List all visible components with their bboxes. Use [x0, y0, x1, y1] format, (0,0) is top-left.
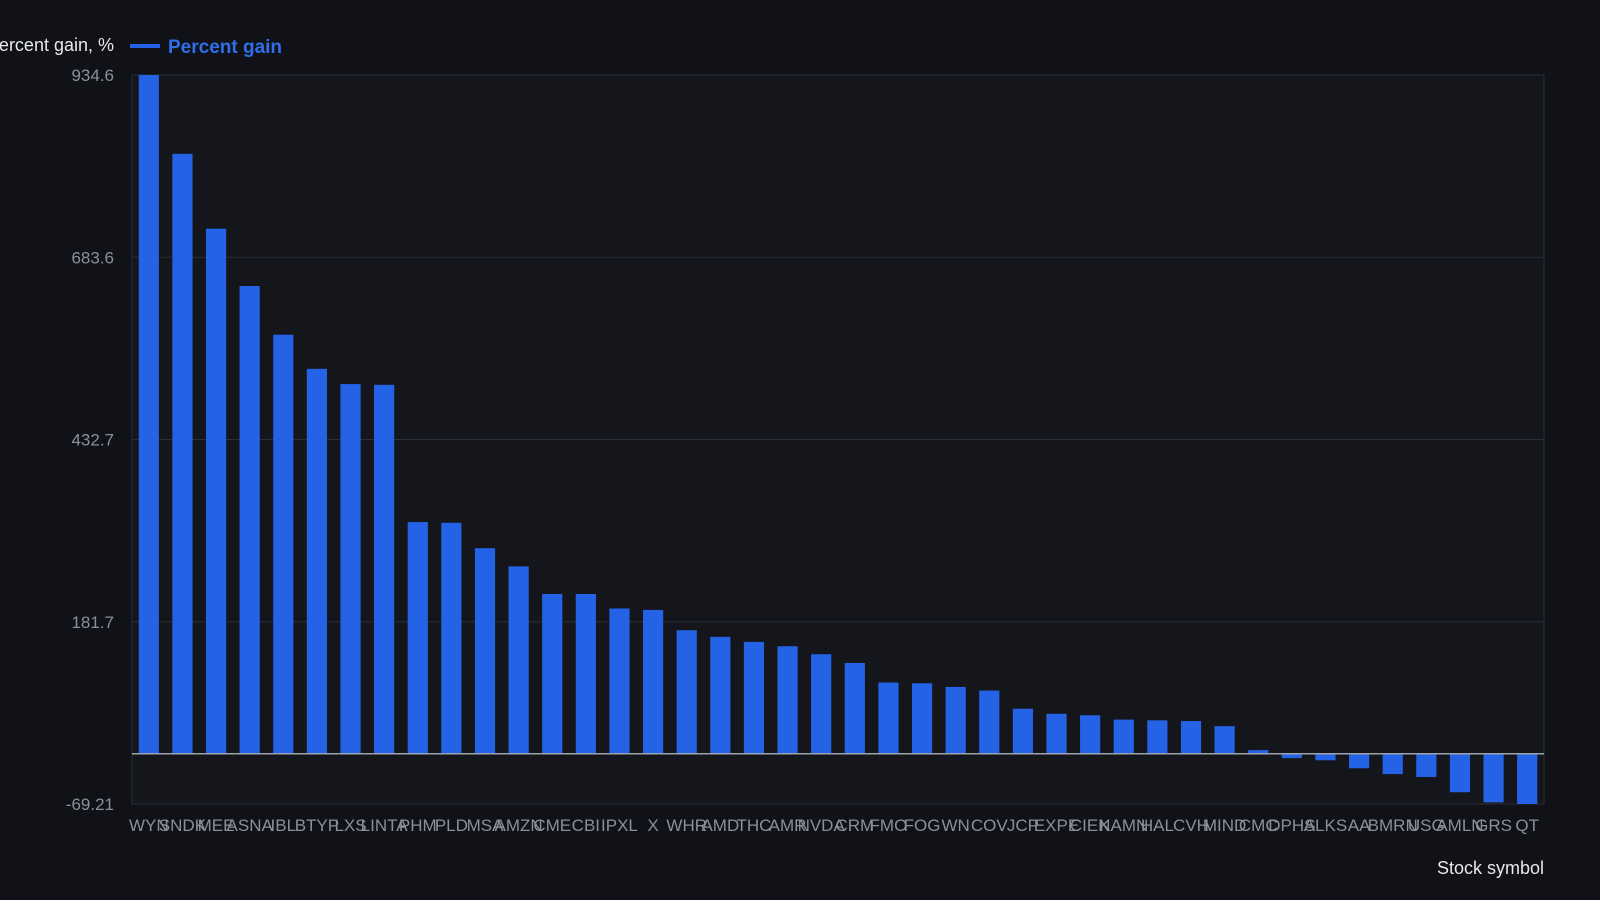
bar-sndk[interactable]	[172, 153, 193, 754]
y-tick-label: 432.7	[71, 430, 114, 449]
x-tick-label: BMRN	[1368, 816, 1418, 835]
bar-amr[interactable]	[777, 646, 798, 754]
x-tick-label: EXPE	[1034, 816, 1079, 835]
x-tick-label: QT	[1515, 816, 1539, 835]
bar-kamn[interactable]	[1113, 719, 1134, 754]
x-tick-label: JCP	[1007, 816, 1039, 835]
x-tick-label: ALKS	[1304, 816, 1347, 835]
x-tick-label: IBL	[271, 816, 297, 835]
y-tick-label: -69.21	[66, 795, 114, 814]
bar-aa[interactable]	[1349, 753, 1370, 769]
bar-amln[interactable]	[1449, 753, 1471, 793]
grid-lines	[132, 256, 1544, 623]
bar-lxs[interactable]	[340, 384, 361, 754]
x-tick-label: FOG	[904, 816, 941, 835]
bar-jcp[interactable]	[1012, 708, 1033, 754]
x-tick-label: MSA	[467, 816, 505, 835]
bar-bmrn[interactable]	[1382, 753, 1403, 775]
legend-label[interactable]: Percent gain	[168, 37, 282, 58]
y-axis-title: Percent gain, %	[0, 35, 114, 55]
x-tick-label: AMZN	[495, 816, 543, 835]
bar-pld[interactable]	[441, 522, 462, 754]
y-tick-label: 934.6	[71, 66, 114, 85]
bar-cme[interactable]	[542, 593, 563, 754]
bar-series	[138, 75, 1538, 804]
x-axis-ticks: WYNSNDKMEEASNAIBLBTYPLXSLINTAPHMPLDMSAAM…	[129, 816, 1539, 835]
bar-fmo[interactable]	[878, 682, 899, 754]
bar-usg[interactable]	[1416, 753, 1437, 777]
x-tick-label: GRS	[1475, 816, 1512, 835]
x-tick-label: USG	[1408, 816, 1445, 835]
bar-mind[interactable]	[1214, 726, 1235, 754]
bar-nvda[interactable]	[811, 654, 832, 754]
x-tick-label: LINTA	[361, 816, 409, 835]
bar-phm[interactable]	[407, 522, 428, 754]
bar-qt[interactable]	[1517, 753, 1538, 804]
y-tick-label: 181.7	[71, 613, 114, 632]
x-tick-label: LXS	[334, 816, 366, 835]
bar-mee[interactable]	[205, 228, 227, 754]
x-axis-title: Stock symbol	[1437, 858, 1544, 878]
x-tick-label: COV	[971, 816, 1009, 835]
bar-expe[interactable]	[1046, 713, 1067, 754]
x-tick-label: PHM	[399, 816, 437, 835]
x-tick-label: WN	[942, 816, 970, 835]
bar-btyp[interactable]	[306, 368, 327, 754]
bar-fog[interactable]	[911, 683, 933, 754]
bar-cov[interactable]	[979, 690, 1000, 754]
x-tick-label: IPXL	[601, 816, 638, 835]
y-tick-label: 683.6	[71, 248, 114, 267]
bar-amd[interactable]	[710, 636, 731, 754]
x-tick-label: AMLN	[1436, 816, 1483, 835]
x-tick-label: AA	[1348, 816, 1371, 835]
bar-amzn[interactable]	[508, 566, 529, 754]
x-tick-label: FMO	[870, 816, 908, 835]
x-tick-label: NVDA	[798, 816, 846, 835]
bar-crm[interactable]	[844, 662, 865, 754]
bar-linta[interactable]	[374, 384, 395, 754]
x-tick-label: X	[647, 816, 658, 835]
x-tick-label: BTYP	[295, 816, 339, 835]
x-tick-label: CMC	[1239, 816, 1278, 835]
x-tick-label: CRM	[835, 816, 874, 835]
bar-dphs[interactable]	[1281, 753, 1302, 759]
x-tick-label: AMD	[701, 816, 739, 835]
bar-cbi[interactable]	[575, 593, 596, 754]
x-tick-label: MEE	[198, 816, 235, 835]
bar-cien[interactable]	[1080, 715, 1101, 754]
bar-msa[interactable]	[474, 548, 496, 754]
x-tick-label: CME	[533, 816, 571, 835]
bar-cvh[interactable]	[1180, 721, 1202, 754]
bar-grs[interactable]	[1483, 753, 1504, 803]
x-tick-label: HAL	[1141, 816, 1174, 835]
x-tick-label: AMR	[769, 816, 807, 835]
bar-ibl[interactable]	[273, 334, 294, 754]
bar-thc[interactable]	[743, 641, 765, 754]
x-tick-label: CIEN	[1070, 816, 1111, 835]
x-tick-label: MIND	[1203, 816, 1246, 835]
x-tick-label: SNDK	[159, 816, 207, 835]
y-axis-ticks: 934.6 683.6 432.7 181.7 -69.21	[66, 66, 114, 814]
bar-wn[interactable]	[945, 686, 966, 754]
bar-whr[interactable]	[676, 630, 697, 754]
x-tick-label: CBI	[572, 816, 600, 835]
x-tick-label: ASNA	[227, 816, 274, 835]
bar-hal[interactable]	[1147, 720, 1168, 754]
bar-alks[interactable]	[1315, 753, 1336, 761]
bar-ipxl[interactable]	[609, 608, 630, 754]
x-tick-label: WYN	[129, 816, 169, 835]
bar-asna[interactable]	[239, 286, 260, 754]
x-tick-label: THC	[736, 816, 771, 835]
x-tick-label: CVH	[1173, 816, 1209, 835]
bar-cmc[interactable]	[1248, 750, 1269, 754]
bar-wyn[interactable]	[138, 75, 159, 754]
x-tick-label: KAMN	[1099, 816, 1148, 835]
bar-x[interactable]	[643, 609, 664, 754]
x-tick-label: DPHS	[1268, 816, 1315, 835]
x-tick-label: WHR	[666, 816, 707, 835]
x-tick-label: PLD	[435, 816, 468, 835]
